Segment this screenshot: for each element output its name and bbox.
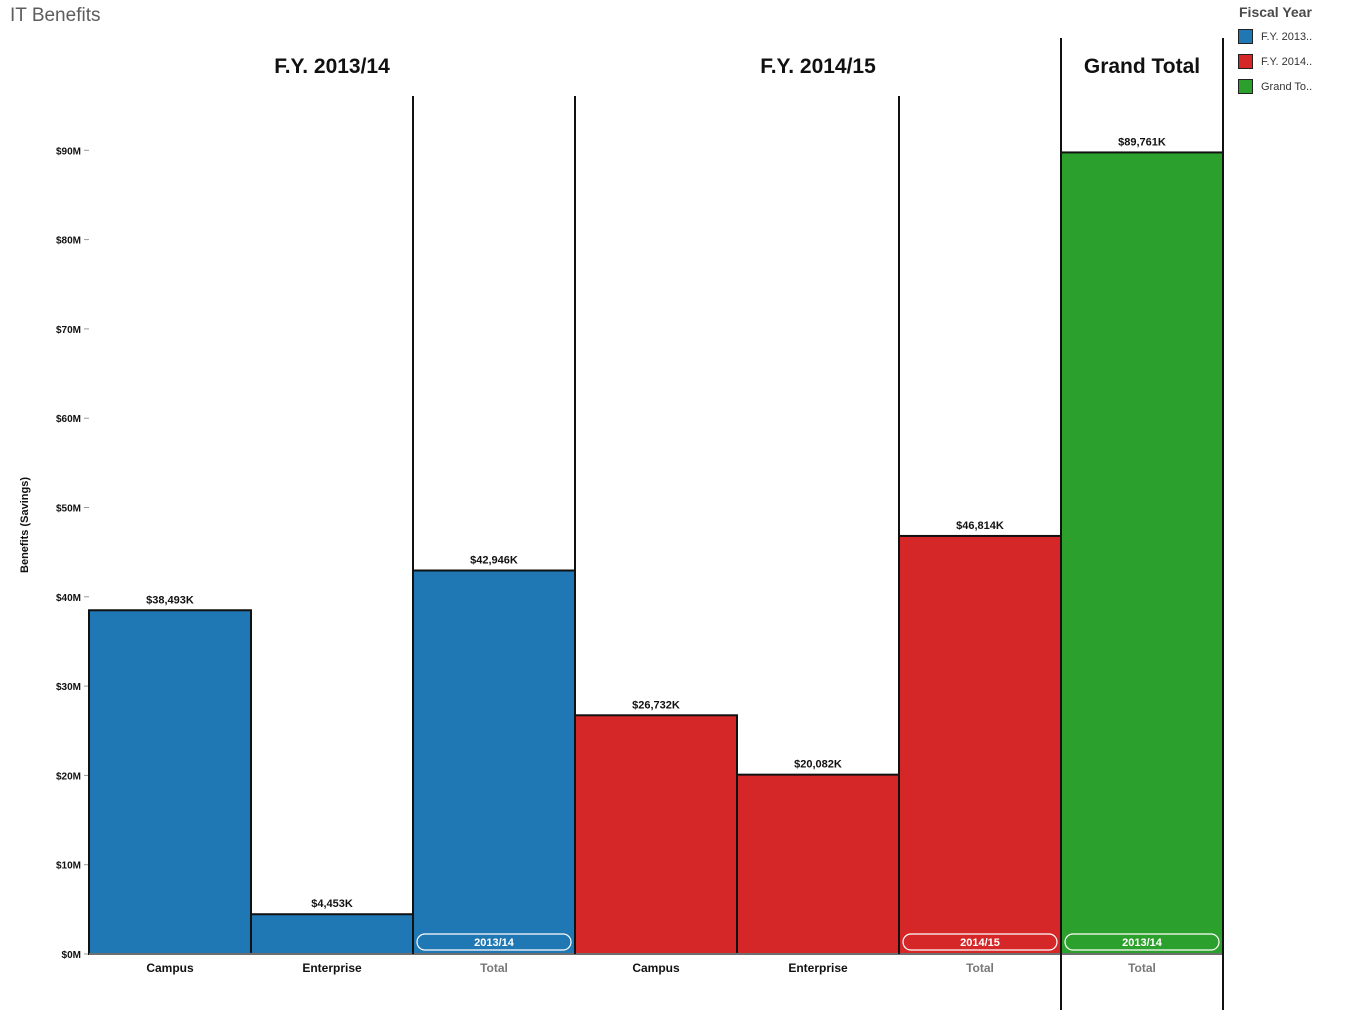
y-tick-label: $50M	[56, 504, 81, 515]
app-title: IT Benefits	[10, 5, 101, 26]
bar	[412, 569, 576, 956]
y-tick-label: $30M	[56, 682, 81, 693]
bar-data-label: $42,946K	[470, 554, 518, 566]
x-tick-label: Total	[966, 961, 994, 975]
bar-badge-label: 2013/14	[474, 937, 515, 949]
y-axis-title: Benefits (Savings)	[19, 477, 31, 573]
bar	[574, 714, 738, 956]
legend: Fiscal Year F.Y. 2013.. F.Y. 2014.. Gran…	[1238, 4, 1342, 99]
bar	[898, 534, 1062, 955]
pane-header: Grand Total	[1084, 55, 1200, 78]
bar-data-label: $20,082K	[794, 759, 842, 771]
y-tick-label: $0M	[62, 950, 81, 961]
bar-badge	[416, 933, 572, 951]
pane-header: F.Y. 2013/14	[274, 55, 390, 78]
legend-swatch-red	[1238, 54, 1253, 69]
legend-item-fy-2013[interactable]: F.Y. 2013..	[1238, 24, 1342, 49]
legend-label: Grand To..	[1261, 80, 1313, 93]
bar	[1060, 151, 1224, 955]
bar-data-label: $38,493K	[146, 594, 194, 606]
x-tick-label: Total	[1128, 961, 1156, 975]
y-tick-label: $20M	[56, 771, 81, 782]
y-tick-label: $90M	[56, 146, 81, 157]
y-tick-label: $10M	[56, 861, 81, 872]
y-tick-label: $60M	[56, 414, 81, 425]
x-tick-label: Enterprise	[788, 961, 848, 975]
legend-item-fy-2014[interactable]: F.Y. 2014..	[1238, 49, 1342, 74]
bar	[736, 773, 900, 955]
y-tick-label: $40M	[56, 593, 81, 604]
legend-label: F.Y. 2014..	[1261, 55, 1313, 68]
legend-swatch-blue	[1238, 29, 1253, 44]
legend-item-grand-total[interactable]: Grand To..	[1238, 74, 1342, 99]
bar	[88, 609, 252, 955]
x-tick-label: Total	[480, 961, 508, 975]
bar-data-label: $4,453K	[311, 898, 353, 910]
legend-swatch-green	[1238, 79, 1253, 94]
bar-badge	[1064, 933, 1220, 951]
y-tick-label: $80M	[56, 236, 81, 247]
x-tick-label: Campus	[146, 961, 194, 975]
bar-badge-label: 2013/14	[1122, 937, 1163, 949]
legend-label: F.Y. 2013..	[1261, 30, 1313, 43]
x-tick-label: Enterprise	[302, 961, 362, 975]
legend-title: Fiscal Year	[1239, 4, 1312, 20]
bar-data-label: $26,732K	[632, 699, 680, 711]
bar	[250, 913, 414, 955]
bar-data-label: $89,761K	[1118, 136, 1166, 148]
bar-data-label: $46,814K	[956, 520, 1004, 532]
x-tick-label: Campus	[632, 961, 680, 975]
bar-badge-label: 2014/15	[960, 937, 1000, 949]
y-tick-label: $70M	[56, 325, 81, 336]
bar-badge	[902, 933, 1058, 951]
pane-header: F.Y. 2014/15	[760, 55, 876, 78]
